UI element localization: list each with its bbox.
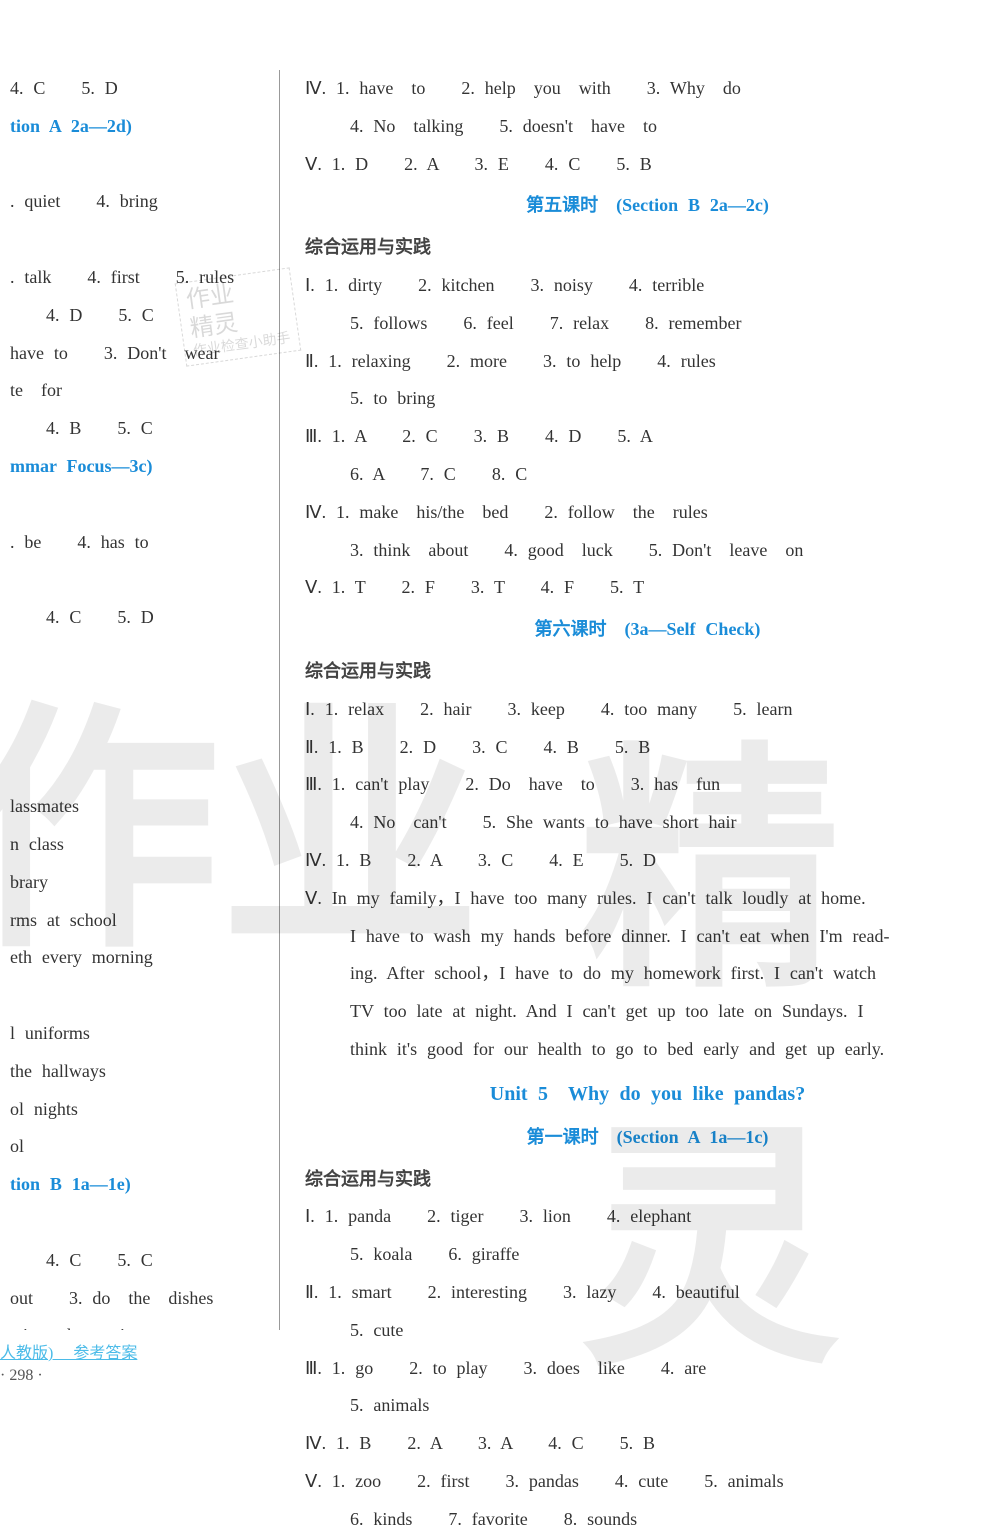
page-columns: 4. C 5. D tion A 2a—2d) . quiet 4. bring…	[0, 0, 1000, 1330]
answer-line: 4. B 5. C	[10, 410, 269, 448]
answer-line: the hallways	[10, 1053, 269, 1091]
answer-line: l uniforms	[10, 1015, 269, 1053]
footer-text: 人教版) 参考答案	[0, 1339, 137, 1363]
answer-line	[10, 1204, 269, 1242]
answer-line	[10, 486, 269, 524]
right-column: Ⅳ. 1. have to 2. help you with 3. Why do…	[280, 70, 1000, 1330]
answer-line: 4. C 5. D	[10, 70, 269, 108]
answer-line: 6. A 7. C 8. C	[305, 456, 990, 494]
answer-line	[10, 146, 269, 184]
answer-line: think it's good for our health to go to …	[305, 1031, 990, 1069]
answer-line	[10, 561, 269, 599]
answer-line: 5. koala 6. giraffe	[305, 1236, 990, 1274]
answer-line: 4. No talking 5. doesn't have to	[305, 108, 990, 146]
answer-line: 3. think about 4. good luck 5. Don't lea…	[305, 532, 990, 570]
answer-line: Ⅳ. 1. make his/the bed 2. follow the rul…	[305, 494, 990, 532]
answer-line: 5. follows 6. feel 7. relax 8. remember	[305, 305, 990, 343]
left-column: 4. C 5. D tion A 2a—2d) . quiet 4. bring…	[0, 70, 280, 1330]
page-number: · 298 ·	[0, 1367, 137, 1385]
answer-line: Ⅳ. 1. B 2. A 3. C 4. E 5. D	[305, 842, 990, 880]
answer-line: out 3. do the dishes	[10, 1280, 269, 1318]
answer-line: Ⅴ. 1. zoo 2. first 3. pandas 4. cute 5. …	[305, 1463, 990, 1501]
unit-heading: Unit 5 Why do you like pandas?	[305, 1073, 990, 1115]
answer-line: 4. C 5. C	[10, 1242, 269, 1280]
answer-line: I have to wash my hands before dinner. I…	[305, 918, 990, 956]
lesson-heading: 第六课时 (3a—Self Check)	[305, 611, 990, 649]
answer-line: 4. C 5. D	[10, 599, 269, 637]
answer-line: 5. to bring	[305, 380, 990, 418]
answer-line: Ⅱ. 1. B 2. D 3. C 4. B 5. B	[305, 729, 990, 767]
answer-line: ol	[10, 1128, 269, 1166]
answer-line: 4. No can't 5. She wants to have short h…	[305, 804, 990, 842]
section-heading: tion A 2a—2d)	[10, 108, 269, 146]
answer-line: Ⅲ. 1. can't play 2. Do have to 3. has fu…	[305, 766, 990, 804]
answer-line	[10, 221, 269, 259]
answer-line: Ⅲ. 1. go 2. to play 3. does like 4. are	[305, 1350, 990, 1388]
practice-heading: 综合运用与实践	[305, 1161, 990, 1199]
lesson-heading: 第一课时 (Section A 1a—1c)	[305, 1119, 990, 1157]
answer-line: eth every morning	[10, 939, 269, 977]
practice-heading: 综合运用与实践	[305, 229, 990, 267]
answer-line	[10, 977, 269, 1015]
answer-line: te for	[10, 372, 269, 410]
answer-line: 6. kinds 7. favorite 8. sounds	[305, 1501, 990, 1538]
answer-line	[10, 675, 269, 713]
answer-line: Ⅱ. 1. relaxing 2. more 3. to help 4. rul…	[305, 343, 990, 381]
answer-line: Ⅴ. In my family，I have too many rules. I…	[305, 880, 990, 918]
answer-line: lassmates	[10, 788, 269, 826]
answer-line: TV too late at night. And I can't get up…	[305, 993, 990, 1031]
answer-line: . quiet 4. bring	[10, 183, 269, 221]
answer-line: ing. After school，I have to do my homewo…	[305, 955, 990, 993]
answer-line: rms at school	[10, 902, 269, 940]
answer-line: 5. cute	[305, 1312, 990, 1350]
answer-line: ctice the guitar	[10, 1317, 269, 1330]
stamp: 作业 精灵 作业检查小助手	[175, 267, 302, 367]
answer-line: 5. animals	[305, 1387, 990, 1425]
lesson-heading: 第五课时 (Section B 2a—2c)	[305, 187, 990, 225]
answer-line: Ⅰ. 1. panda 2. tiger 3. lion 4. elephant	[305, 1198, 990, 1236]
page-footer: 人教版) 参考答案 · 298 ·	[0, 1339, 137, 1385]
answer-line: ol nights	[10, 1091, 269, 1129]
answer-line: Ⅰ. 1. dirty 2. kitchen 3. noisy 4. terri…	[305, 267, 990, 305]
answer-line: Ⅴ. 1. D 2. A 3. E 4. C 5. B	[305, 146, 990, 184]
answer-line	[10, 750, 269, 788]
answer-line	[10, 713, 269, 751]
answer-line: Ⅴ. 1. T 2. F 3. T 4. F 5. T	[305, 569, 990, 607]
answer-line: n class	[10, 826, 269, 864]
practice-heading: 综合运用与实践	[305, 653, 990, 691]
answer-line: Ⅳ. 1. have to 2. help you with 3. Why do	[305, 70, 990, 108]
answer-line	[10, 637, 269, 675]
section-heading: mmar Focus—3c)	[10, 448, 269, 486]
section-heading: tion B 1a—1e)	[10, 1166, 269, 1204]
answer-line: . be 4. has to	[10, 524, 269, 562]
answer-line: Ⅲ. 1. A 2. C 3. B 4. D 5. A	[305, 418, 990, 456]
answer-line: Ⅰ. 1. relax 2. hair 3. keep 4. too many …	[305, 691, 990, 729]
answer-line: brary	[10, 864, 269, 902]
answer-line: Ⅱ. 1. smart 2. interesting 3. lazy 4. be…	[305, 1274, 990, 1312]
answer-line: Ⅳ. 1. B 2. A 3. A 4. C 5. B	[305, 1425, 990, 1463]
